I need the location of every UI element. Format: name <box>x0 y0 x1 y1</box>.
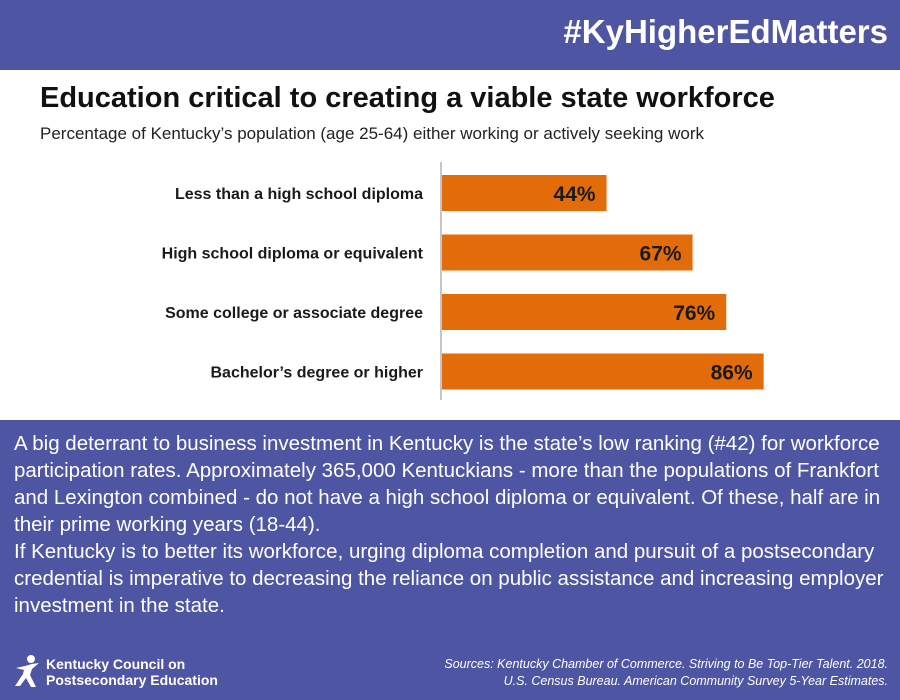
bar-4 <box>442 353 764 390</box>
category-label-4: Bachelor’s degree or higher <box>210 365 423 382</box>
value-label-1: 44% <box>554 183 596 206</box>
category-label-1: Less than a high school diploma <box>175 186 423 203</box>
star-figure-icon <box>15 655 39 687</box>
hashtag-title: #KyHigherEdMatters <box>563 13 888 50</box>
chart-subtitle: Percentage of Kentucky’s population (age… <box>40 124 704 143</box>
logo-line-2: Postsecondary Education <box>46 672 218 688</box>
header-bar: #KyHigherEdMatters <box>0 0 900 70</box>
category-label-2: High school diploma or equivalent <box>162 246 424 263</box>
bar-1 <box>442 175 607 211</box>
body-text: A big deterrant to business investment i… <box>14 430 894 619</box>
bar-chart: Less than a high school diploma 44% High s… <box>162 162 764 400</box>
value-label-2: 67% <box>640 243 682 266</box>
value-label-3: 76% <box>673 302 715 325</box>
bar-2 <box>442 234 693 271</box>
sources: Sources: Kentucky Chamber of Commerce. S… <box>444 656 888 690</box>
value-label-4: 86% <box>711 362 753 385</box>
chart-title: Education critical to creating a viable … <box>40 82 775 114</box>
sources-line-2: U.S. Census Bureau. American Community S… <box>503 674 888 688</box>
body-paragraph-2: If Kentucky is to better its workforce, … <box>14 540 884 617</box>
category-label-3: Some college or associate degree <box>165 305 423 322</box>
info-panel <box>0 420 900 700</box>
body-paragraph-1: A big deterrant to business investment i… <box>14 432 881 536</box>
council-logo: Kentucky Council on Postsecondary Educat… <box>12 654 252 694</box>
logo-line-1: Kentucky Council on <box>46 656 186 672</box>
bar-3 <box>442 294 727 330</box>
sources-line-1: Sources: Kentucky Chamber of Commerce. S… <box>444 657 888 671</box>
